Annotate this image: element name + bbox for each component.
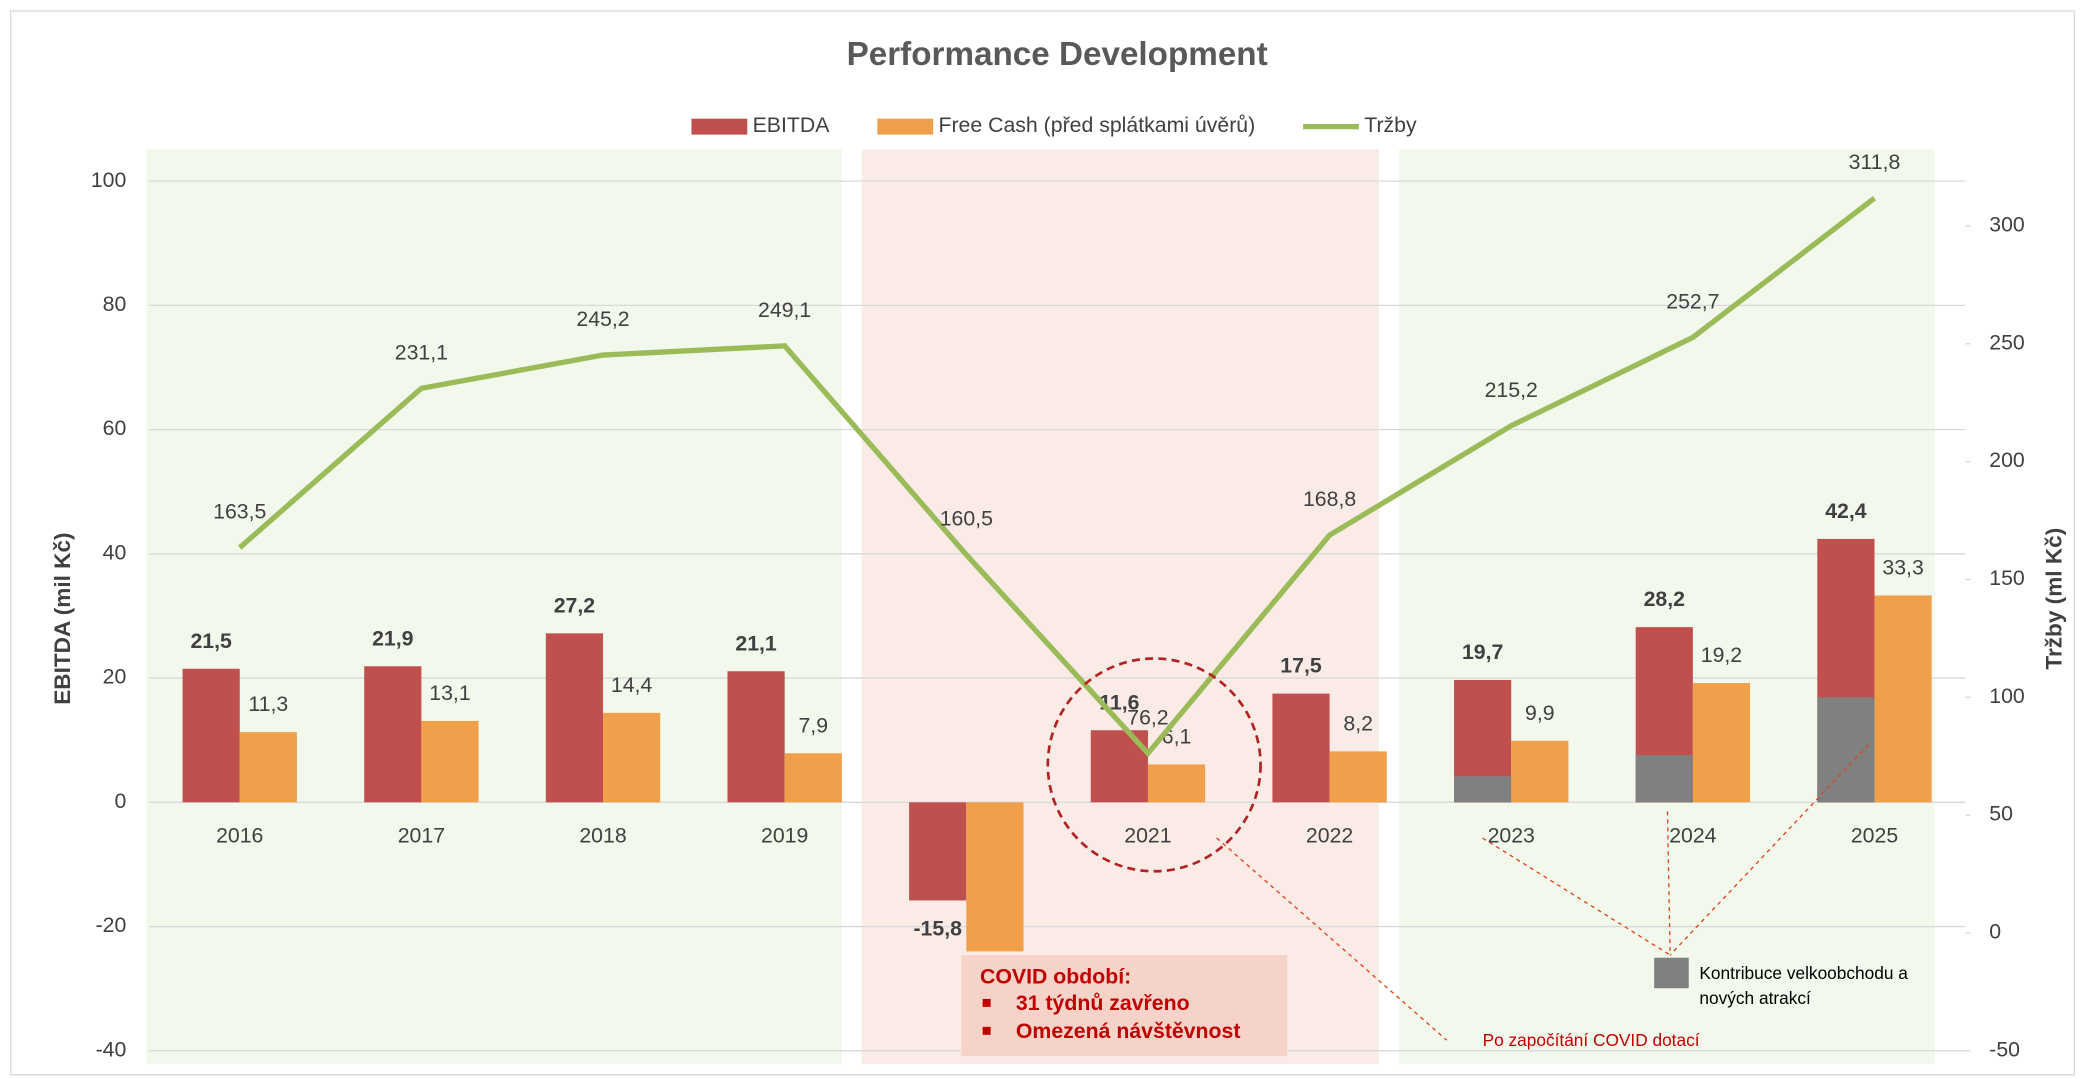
bar [1692,683,1751,803]
legend-label: Tržby [1364,113,1417,137]
line-label: 231,1 [395,340,448,364]
contribution-label-box: Kontribuce velkoobchodu a nových atrakcí [1699,963,1908,1009]
x-tick-label: 2023 [1488,823,1535,847]
legend-label: EBITDA [753,113,831,137]
contribution-bar [1635,755,1693,803]
legend-label: Free Cash (před splátkami úvěrů) [938,113,1255,137]
data-label: 21,9 [372,626,414,650]
data-label: 28,2 [1644,587,1685,611]
bar [182,668,240,803]
contribution-label: Kontribuce velkoobchodu a nových atrakcí [1699,963,1908,1009]
bar [1874,595,1932,803]
bar [421,720,479,803]
covid-item: Omezená návštěvnost [1016,1019,1241,1043]
data-label: 42,4 [1825,499,1867,523]
bar [603,712,661,803]
bar [1511,740,1569,803]
x-tick-label: 2024 [1669,823,1716,847]
y2-axis-title: Tržby (ml Kč) [2042,528,2067,670]
y-tick-label: -20 [96,913,127,937]
x-tick-label: 2018 [579,823,626,847]
contribution-key [1654,957,1689,989]
line [237,195,1877,758]
y2-tick-label: 50 [1989,802,2013,826]
x-tick-label: 2019 [761,823,808,847]
bar [1147,764,1206,803]
data-label: 7,9 [798,713,828,737]
x-tick-label: 2025 [1851,823,1898,847]
data-label: 8,2 [1343,711,1373,735]
bar [1329,751,1387,803]
bar [784,753,842,803]
y-axis-title: EBITDA (mil Kč) [50,532,75,704]
covid-item: 31 týdnů zavřeno [1016,991,1190,1015]
leader-lines [1216,744,1869,1041]
y2-tick-label: 100 [1989,684,2024,708]
line-label: 76,2 [1127,705,1168,729]
data-label: 27,2 [554,593,595,617]
contribution-bar [1817,697,1875,803]
covid-box [961,955,1288,1057]
bar [909,802,967,901]
covid-title: COVID období: [980,964,1131,988]
x-tick-label: 2017 [398,823,445,847]
bullet [982,998,991,1007]
y2-tick-label: 200 [1989,448,2024,472]
x-tick-label: 2021 [1124,823,1171,847]
data-label: 14,4 [611,673,653,697]
subsidy-note: Po započítání COVID dotací [1483,1030,1700,1050]
data-label: 19,7 [1462,640,1503,664]
bar [545,633,604,803]
x-tick-label: 2022 [1306,823,1353,847]
y2-tick-label: 0 [1989,920,2001,944]
line-label: 252,7 [1666,289,1719,313]
y-tick-label: 60 [103,416,127,440]
y-tick-label: 100 [91,168,126,192]
data-label: 11,3 [248,692,288,716]
y2-tick-label: -50 [1989,1037,2020,1061]
line-label: 245,2 [576,307,629,331]
covid-shade [861,149,1379,1065]
period-shade [146,149,842,1065]
bar [364,666,422,803]
bar [1272,693,1330,803]
chart-title: Performance Development [847,36,1268,73]
data-label: 13,1 [429,681,470,705]
data-label: 21,1 [735,631,777,655]
bar [239,732,297,803]
line-label: 168,8 [1303,487,1356,511]
bar [727,671,785,803]
line-label: 311,8 [1849,150,1901,174]
data-label: 19,2 [1701,643,1742,667]
y2-tick-label: 150 [1989,566,2024,590]
bullet [982,1026,991,1035]
data-label: 21,5 [190,629,232,653]
y-tick-label: 20 [103,665,127,689]
line-label: 215,2 [1485,378,1538,402]
bar [966,802,1024,952]
x-tick-label: 2016 [216,823,263,847]
data-label: 33,3 [1882,555,1923,579]
line-label: 160,5 [940,507,993,531]
line-label: 249,1 [758,298,811,322]
y-tick-label: 40 [103,540,127,564]
legend-key [877,118,934,135]
highlight-circle [1046,657,1262,873]
y2-tick-label: 300 [1989,213,2024,237]
legend-key [691,118,748,135]
data-label: -15,8 [913,916,962,940]
y2-tick-label: 250 [1989,330,2024,354]
data-label: 9,9 [1525,701,1555,725]
line-label: 163,5 [213,500,266,524]
contribution-bar [1454,776,1512,803]
data-label: 17,5 [1280,654,1322,678]
y-tick-label: 0 [114,789,126,813]
y-tick-label: 80 [103,292,127,316]
y-tick-label: -40 [96,1037,127,1061]
